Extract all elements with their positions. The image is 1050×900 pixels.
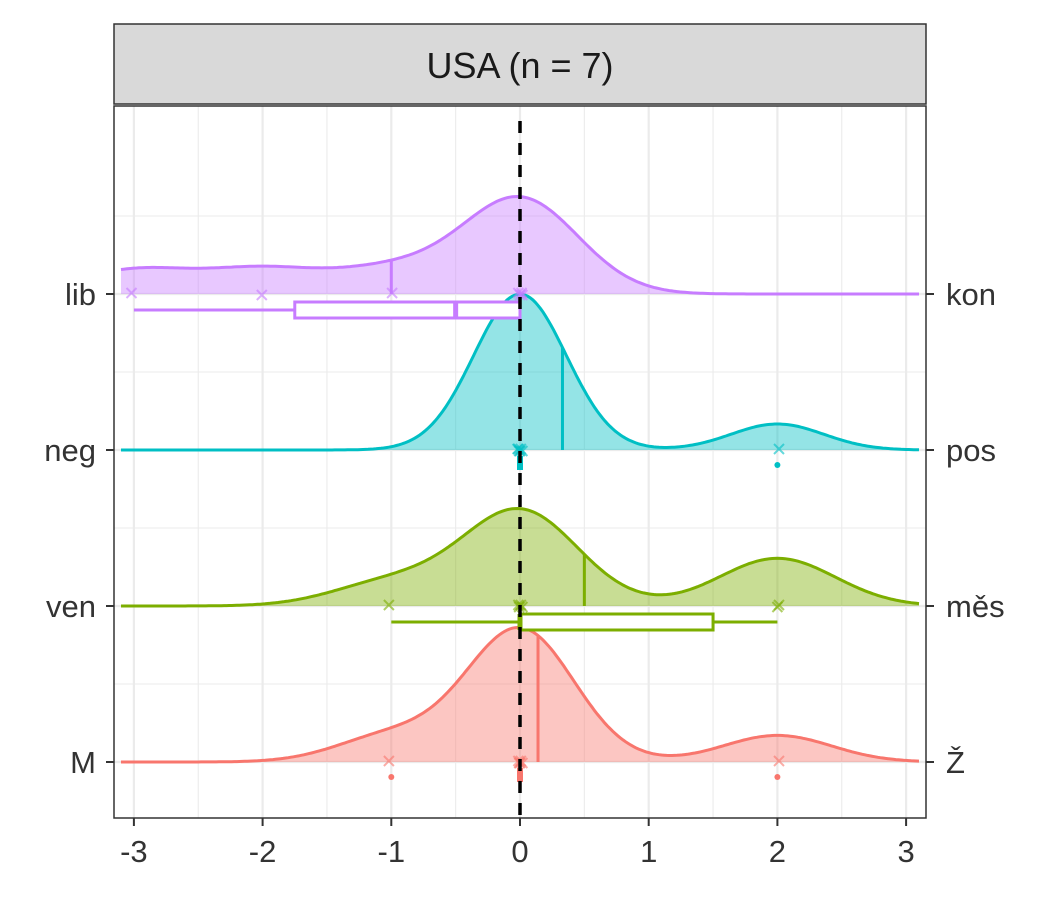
density-area [121,508,919,606]
left-axis-label: lib [65,277,96,312]
boxplot-box [293,300,522,320]
x-tick-label: 1 [640,834,657,869]
boxplot-outlier [774,774,781,780]
density-area [121,196,919,294]
data-point [515,287,528,299]
data-point [383,599,395,611]
chart-title: USA (n = 7) [426,45,613,86]
right-axis-label: měs [946,589,1005,624]
right-axis-label: Ž [946,745,965,780]
x-tick-label: -3 [120,834,148,869]
data-point [773,755,785,767]
data-point [386,287,398,299]
data-point [383,755,395,767]
boxplot-outlier [774,462,781,468]
x-tick-label: 2 [769,834,786,869]
left-axis-label: M [70,745,96,780]
density-curve [121,506,920,608]
data-point [773,599,785,611]
strip-background [113,23,927,105]
data-point [256,289,268,301]
x-tick-label: 3 [897,834,914,869]
data-point [773,443,785,455]
x-tick-label: -2 [249,834,277,869]
boxplot-collapsed [517,768,523,782]
right-axis-label: kon [946,277,996,312]
boxplot-box [518,612,715,632]
x-tick-label: -1 [378,834,406,869]
facet-strip: USA (n = 7) [113,23,927,105]
x-axis: -3 -2 -1 0 1 2 3 [120,818,915,869]
left-axis-label: neg [44,433,96,468]
left-axis-label: ven [46,589,96,624]
x-tick-label: 0 [511,834,528,869]
data-point [125,287,138,299]
right-axis-label: pos [946,433,996,468]
boxplot-outlier [388,774,395,780]
